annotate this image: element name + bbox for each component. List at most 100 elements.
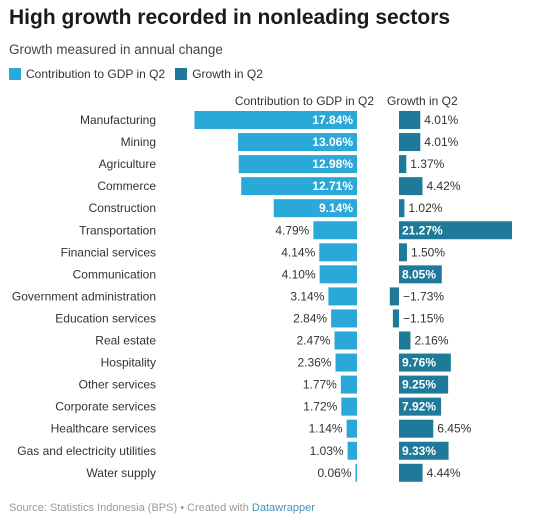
chart-title: High growth recorded in nonleading secto…: [9, 6, 451, 29]
growth-value-label: 9.33%: [402, 444, 436, 458]
category-label: Mining: [121, 135, 156, 149]
growth-value-label: 4.01%: [424, 113, 458, 127]
contribution-value-label: 12.71%: [312, 179, 353, 193]
category-label: Healthcare services: [51, 422, 156, 436]
category-label: Agriculture: [99, 157, 157, 171]
growth-bar: [399, 331, 411, 350]
growth-bar: [399, 243, 407, 262]
legend-swatch-contribution: [9, 68, 21, 80]
category-label: Real estate: [95, 334, 156, 348]
category-label: Communication: [73, 267, 156, 281]
legend-label-growth: Growth in Q2: [192, 67, 263, 81]
contribution-bar: [334, 331, 357, 350]
contribution-value-label: 4.79%: [275, 223, 309, 237]
contribution-bar: [335, 353, 357, 372]
growth-bar: [399, 177, 423, 196]
growth-bar: [399, 111, 421, 129]
growth-bar: [399, 375, 449, 394]
category-label: Government administration: [12, 289, 156, 303]
category-label: Corporate services: [55, 400, 156, 414]
growth-bar: [399, 155, 407, 174]
growth-bar: [399, 265, 442, 284]
category-label: Other services: [79, 378, 156, 392]
growth-value-label: 8.05%: [402, 267, 436, 281]
contribution-bar: [331, 309, 357, 328]
legend-item-contribution: Contribution to GDP in Q2: [9, 67, 165, 81]
datawrapper-link[interactable]: Datawrapper: [251, 502, 315, 514]
column-header-contribution: Contribution to GDP in Q2: [235, 94, 375, 108]
contribution-value-label: 0.06%: [317, 466, 351, 480]
contribution-bar: [241, 177, 357, 196]
growth-bar: [399, 133, 421, 152]
category-label: Manufacturing: [80, 113, 156, 127]
category-label: Hospitality: [101, 356, 156, 370]
contribution-bar: [313, 221, 357, 240]
growth-value-label: 4.44%: [427, 466, 461, 480]
growth-value-label: 9.76%: [402, 356, 436, 370]
growth-value-label: 2.16%: [414, 334, 448, 348]
contribution-value-label: 2.36%: [297, 356, 331, 370]
column-header-growth: Growth in Q2: [387, 94, 458, 108]
contribution-value-label: 1.03%: [310, 444, 344, 458]
contribution-bar: [328, 287, 357, 306]
legend-item-growth: Growth in Q2: [175, 67, 263, 81]
growth-value-label: 1.02%: [408, 201, 442, 215]
contribution-bar: [340, 375, 357, 394]
contribution-value-label: 1.72%: [303, 400, 337, 414]
contribution-bar: [355, 463, 357, 482]
category-label: Transportation: [79, 223, 156, 237]
category-label: Water supply: [86, 466, 156, 480]
contribution-value-label: 2.47%: [296, 334, 330, 348]
growth-value-label: −1.73%: [403, 289, 444, 303]
contribution-value-label: 2.84%: [293, 311, 327, 325]
growth-value-label: −1.15%: [403, 311, 444, 325]
growth-bar: [399, 221, 512, 240]
contribution-value-label: 12.98%: [312, 157, 353, 171]
contribution-bar: [346, 419, 357, 438]
footer: Source: Statistics Indonesia (BPS) • Cre…: [9, 502, 315, 514]
growth-bar: [399, 419, 434, 438]
legend-swatch-growth: [175, 68, 188, 80]
contribution-value-label: 4.14%: [281, 245, 315, 259]
category-label: Construction: [89, 201, 156, 215]
contribution-bar: [273, 199, 357, 218]
category-label: Financial services: [61, 245, 156, 259]
growth-value-label: 7.92%: [402, 400, 436, 414]
growth-bar: [392, 309, 399, 328]
category-label: Gas and electricity utilities: [17, 444, 156, 458]
category-label: Education services: [55, 311, 156, 325]
growth-bar: [389, 287, 399, 306]
growth-value-label: 1.37%: [410, 157, 444, 171]
footer-source: Source: Statistics Indonesia (BPS) • Cre…: [9, 502, 252, 514]
growth-value-label: 21.27%: [402, 223, 443, 237]
contribution-bar: [194, 111, 357, 129]
growth-bar: [399, 463, 423, 482]
contribution-bar: [319, 265, 357, 284]
contribution-bar: [347, 441, 357, 460]
contribution-value-label: 1.14%: [309, 422, 343, 436]
contribution-value-label: 4.10%: [282, 267, 316, 281]
growth-value-label: 1.50%: [411, 245, 445, 259]
contribution-bar: [319, 243, 357, 262]
contribution-bar: [341, 397, 357, 416]
contribution-value-label: 1.77%: [303, 378, 337, 392]
contribution-value-label: 13.06%: [312, 135, 353, 149]
growth-bar: [399, 353, 451, 372]
growth-value-label: 9.25%: [402, 378, 436, 392]
contribution-value-label: 9.14%: [319, 201, 353, 215]
chart-subtitle: Growth measured in annual change: [9, 42, 223, 57]
contribution-value-label: 3.14%: [290, 289, 324, 303]
growth-bar: [399, 441, 449, 460]
growth-value-label: 6.45%: [437, 422, 471, 436]
category-label: Commerce: [97, 179, 156, 193]
contribution-bar: [238, 133, 357, 152]
growth-value-label: 4.42%: [426, 179, 460, 193]
legend-label-contribution: Contribution to GDP in Q2: [26, 67, 166, 81]
chart: Contribution to GDP in Q2 Growth in Q2 Man…: [12, 94, 512, 482]
contribution-value-label: 17.84%: [312, 113, 353, 127]
growth-bar: [399, 199, 405, 218]
legend: Contribution to GDP in Q2 Growth in Q2: [9, 67, 273, 81]
growth-bar: [399, 397, 442, 416]
growth-value-label: 4.01%: [424, 135, 458, 149]
contribution-bar: [238, 155, 357, 174]
